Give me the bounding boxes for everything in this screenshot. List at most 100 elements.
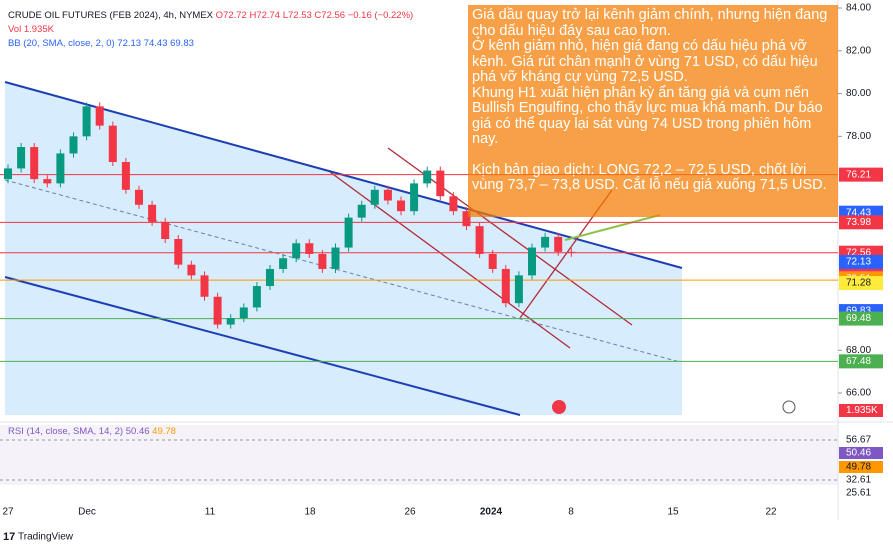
price-tick-label: 80.00 xyxy=(846,88,871,99)
candle xyxy=(4,168,12,180)
price-tick-label: 66.00 xyxy=(846,388,871,399)
candle xyxy=(449,196,458,212)
candle xyxy=(95,106,104,126)
price-badge-label: 72.56 xyxy=(846,247,871,258)
time-label: 8 xyxy=(568,507,574,518)
price-badge xyxy=(839,167,883,182)
candle xyxy=(370,189,379,205)
candle xyxy=(331,247,340,269)
candle xyxy=(161,221,170,239)
ohlc: O72.72 H72.74 L72.53 C72.56 −0.16 (−0.22… xyxy=(215,10,414,21)
rsi-tick-label: 25.61 xyxy=(846,488,871,499)
time-label: 11 xyxy=(205,507,216,518)
svg-text:17: 17 xyxy=(3,531,15,543)
price-badge-label: 73.98 xyxy=(846,217,871,228)
annotation-paragraph: Kịch bản giao dịch: LONG 72,2 – 72,5 USD… xyxy=(472,161,827,193)
volume-badge-label: 1.935K xyxy=(846,405,878,416)
price-badge xyxy=(839,254,883,269)
rsi-tick-label: 50.46 xyxy=(846,448,871,459)
rsi-badge xyxy=(839,487,883,499)
candle xyxy=(488,253,497,269)
time-label: 2024 xyxy=(480,507,503,518)
candle xyxy=(344,217,353,248)
price-badge-label: 71.28 xyxy=(846,278,871,289)
candle xyxy=(528,247,536,276)
candle xyxy=(226,318,235,325)
price-badge-label: 69.83 xyxy=(846,306,871,317)
footer: TradingView xyxy=(18,532,74,543)
candle xyxy=(541,236,550,248)
candle xyxy=(239,307,248,319)
price-tick-label: 82.00 xyxy=(846,45,871,56)
time-label: 26 xyxy=(404,507,416,518)
candle xyxy=(200,275,209,297)
price-badge xyxy=(839,215,883,230)
price-badge-label: 76.21 xyxy=(846,169,871,180)
candle xyxy=(514,275,523,304)
candle xyxy=(56,153,65,184)
rsi-legend: RSI (14, close, SMA, 14, 2) 50.46 49.78 xyxy=(8,426,176,437)
price-badge-label: 74.43 xyxy=(846,207,871,218)
candle xyxy=(554,236,563,252)
candle xyxy=(462,211,471,227)
rsi-badge xyxy=(839,474,883,486)
rsi-badge xyxy=(839,447,883,459)
volume: Vol 1.935K xyxy=(8,24,54,35)
candle xyxy=(148,204,157,222)
candle xyxy=(174,239,183,265)
candle xyxy=(279,258,288,269)
candle xyxy=(305,243,314,254)
candle xyxy=(383,189,392,201)
candle xyxy=(292,243,301,259)
time-label: Dec xyxy=(78,507,96,518)
time-label: 15 xyxy=(667,507,679,518)
candle xyxy=(475,226,484,254)
time-label: 22 xyxy=(765,507,777,518)
price-badge xyxy=(839,276,883,291)
candle xyxy=(17,147,26,169)
candle xyxy=(43,179,52,184)
symbol: CRUDE OIL FUTURES (FEB 2024), 4h, NYMEX … xyxy=(8,10,413,21)
candle xyxy=(213,296,222,325)
rsi-badge xyxy=(839,461,883,473)
annotation-paragraph: Giá dầu quay trở lại kênh giảm chính, nh… xyxy=(472,7,828,39)
candle xyxy=(266,268,274,287)
price-tick-label: 68.00 xyxy=(846,345,871,356)
time-label: 27 xyxy=(2,507,14,518)
annotation-paragraph: Khung H1 xuất hiện phân kỳ ẩn tăng giá v… xyxy=(472,84,823,147)
time-label: 18 xyxy=(304,507,316,518)
price-badge-label: 67.48 xyxy=(846,356,871,367)
candle xyxy=(318,253,327,269)
rsi-tick-label: 32.61 xyxy=(846,475,871,486)
price-tick-label: 84.00 xyxy=(846,3,871,14)
candle xyxy=(436,170,445,197)
candle xyxy=(252,286,261,308)
price-badge-label: 69.48 xyxy=(846,313,871,324)
rsi-badge xyxy=(839,434,883,446)
candle xyxy=(121,162,130,190)
price-badge xyxy=(839,311,883,326)
candle xyxy=(108,125,117,162)
candle xyxy=(69,136,78,154)
price-badge-label: 72.13 xyxy=(846,257,871,268)
symbol-name: CRUDE OIL FUTURES (FEB 2024), 4h, NYMEX xyxy=(8,10,214,21)
price-badge xyxy=(839,354,883,369)
price-tick-label: 78.00 xyxy=(846,131,871,142)
rsi-tick-label: 49.78 xyxy=(846,462,871,473)
volume-badge xyxy=(839,404,883,417)
candle xyxy=(135,189,143,205)
candle xyxy=(82,106,91,137)
candle xyxy=(187,264,196,276)
candle xyxy=(423,170,432,184)
candle xyxy=(30,147,39,180)
candle xyxy=(397,200,405,212)
annotation: Giá dầu quay trở lại kênh giảm chính, nh… xyxy=(468,5,838,217)
candle xyxy=(501,268,510,304)
candle xyxy=(567,251,576,253)
candle xyxy=(410,183,419,212)
bb: BB (20, SMA, close, 2, 0) 72.13 74.43 69… xyxy=(8,38,194,49)
annotation-paragraph: Ở kênh giảm nhỏ, hiện giá đang có dấu hi… xyxy=(472,38,818,85)
candle xyxy=(357,204,366,218)
